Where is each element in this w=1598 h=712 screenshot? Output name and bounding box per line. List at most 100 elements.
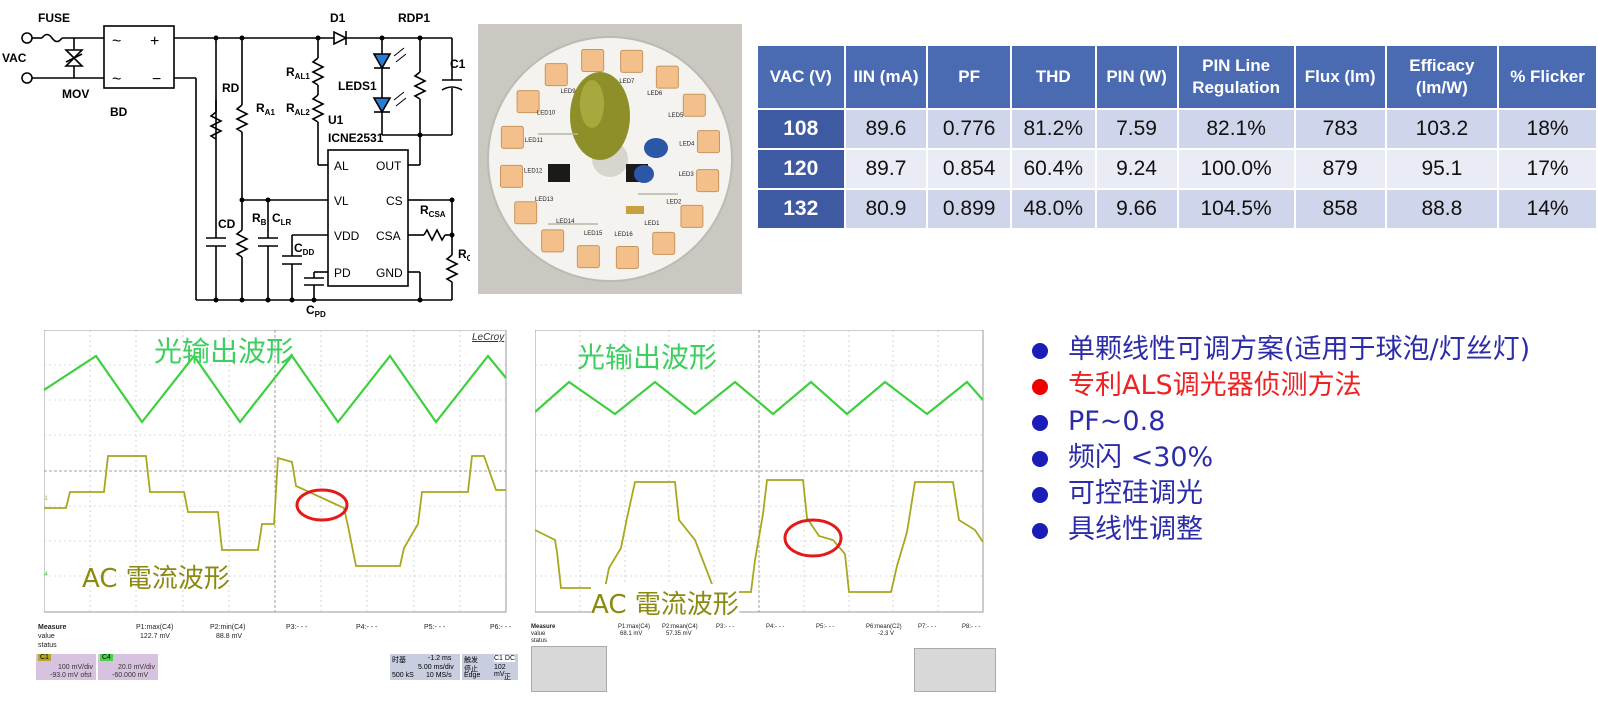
tb-offset: -1.2 ms bbox=[428, 655, 452, 662]
bullet-dot-icon bbox=[1032, 451, 1048, 467]
bullet-text: 可控硅调光 bbox=[1068, 478, 1203, 509]
c4-chip: C4 20.0 mV/div -60.000 mV bbox=[98, 654, 158, 680]
list-item: 频闪 <30% bbox=[1030, 440, 1590, 476]
measure-p1-value: 122.7 mV bbox=[140, 633, 170, 640]
led-chip bbox=[500, 125, 524, 149]
table-row: 108 89.6 0.776 81.2% 7.59 82.1% 783 103.… bbox=[756, 108, 1598, 150]
oscilloscope-capture-2: 光输出波形 AC 電流波形 bbox=[534, 329, 995, 622]
measure-value-label-2: value bbox=[531, 631, 546, 637]
led-label: LED6 bbox=[647, 91, 663, 97]
trigger-chip: 触发 C1 DC 停止 102 mV Edge 正 bbox=[462, 654, 518, 681]
measure-p1: P1:max(C4) bbox=[136, 624, 174, 631]
label-rb: RB bbox=[252, 211, 267, 227]
th-pin: PIN (W) bbox=[1094, 44, 1179, 110]
led-label: LED12 bbox=[524, 169, 543, 175]
pin-cs: CS bbox=[386, 194, 403, 208]
led-chip bbox=[514, 201, 538, 225]
measure2-p1-value: 68.1 mV bbox=[620, 631, 643, 637]
c4-chip-name: C4 bbox=[100, 654, 113, 661]
led-label: LED4 bbox=[679, 141, 695, 147]
led-label: LED14 bbox=[556, 219, 575, 225]
label-u1: U1 bbox=[328, 113, 344, 127]
label-ic: ICNE2531 bbox=[328, 131, 384, 145]
measure-p3: P3:- - - bbox=[286, 624, 308, 631]
pin-gnd: GND bbox=[376, 266, 403, 280]
c1-chip: C1 100 mV/div -93.0 mV ofst bbox=[36, 654, 96, 680]
scope2-cursor-panel bbox=[914, 648, 996, 692]
list-item: 专利ALS调光器侦测方法 bbox=[1030, 368, 1590, 404]
trig-level: 102 mV bbox=[494, 664, 506, 678]
led-ring: LED8LED7LED6LED5LED4LED3LED2LED1LED16LED… bbox=[500, 49, 720, 269]
bullet-dot-icon bbox=[1032, 343, 1048, 359]
list-item: 具线性调整 bbox=[1030, 512, 1590, 548]
pin-pd: PD bbox=[334, 266, 351, 280]
led-chip bbox=[682, 93, 706, 117]
label-c1: C1 bbox=[450, 57, 466, 71]
led-label: LED2 bbox=[666, 200, 682, 206]
led-label: LED1 bbox=[644, 221, 660, 227]
list-item: PF~0.8 bbox=[1030, 404, 1590, 440]
led-chip bbox=[500, 164, 524, 188]
th-pin-reg: PIN Line Regulation bbox=[1176, 44, 1296, 110]
bullet-dot-icon bbox=[1032, 523, 1048, 539]
led-label: LED16 bbox=[614, 232, 633, 238]
cell: 9.24 bbox=[1094, 148, 1179, 190]
pin-vdd: VDD bbox=[334, 229, 360, 243]
trig-slope: 正 bbox=[504, 674, 511, 681]
led-chip bbox=[680, 204, 704, 228]
label-clr: CLR bbox=[272, 211, 292, 227]
cell: 7.59 bbox=[1094, 108, 1179, 150]
led-chip bbox=[620, 49, 644, 73]
bridge-plus: + bbox=[150, 33, 159, 50]
table-row: 132 80.9 0.899 48.0% 9.66 104.5% 858 88.… bbox=[756, 188, 1598, 230]
led-chip bbox=[615, 245, 639, 269]
bridge-ac1: ~ bbox=[112, 33, 121, 50]
table-header-row: VAC (V) IIN (mA) PF THD PIN (W) PIN Line… bbox=[756, 44, 1598, 110]
cell: 18% bbox=[1497, 108, 1598, 150]
label-rcsa: RCSA bbox=[420, 203, 446, 219]
th-flux: Flux (lm) bbox=[1293, 44, 1387, 110]
table-row: 120 89.7 0.854 60.4% 9.24 100.0% 879 95.… bbox=[756, 148, 1598, 190]
measure-value-label: value bbox=[38, 633, 55, 640]
cell: 879 bbox=[1293, 148, 1387, 190]
measure-status-label-2: status bbox=[531, 638, 548, 644]
measure2-p2: P2:mean(C4) bbox=[662, 624, 698, 630]
cell: 82.1% bbox=[1176, 108, 1296, 150]
led-chip bbox=[581, 49, 605, 73]
measure2-p2-value: 57.35 mV bbox=[666, 631, 692, 637]
tb-div: 5.00 ms/div bbox=[418, 664, 454, 671]
label-ral2: RAL2 bbox=[286, 101, 310, 117]
label-ra1: RA1 bbox=[256, 101, 275, 117]
measure-p2-value: 88.8 mV bbox=[216, 633, 243, 640]
cell: 89.6 bbox=[843, 108, 929, 150]
measure-p6: P6:- - - bbox=[490, 624, 512, 631]
bullet-text: 具线性调整 bbox=[1068, 514, 1203, 545]
th-vac: VAC (V) bbox=[756, 44, 846, 110]
bullet-dot-icon bbox=[1032, 379, 1048, 395]
c4-chip-line2: -60.000 mV bbox=[112, 672, 149, 679]
circuit-schematic: FUSE VAC MOV BD D1 RDP1 LEDS1 C1 RD RA1 … bbox=[2, 11, 470, 319]
trig-channel: C1 DC bbox=[494, 655, 516, 662]
tb-rate: 10 MS/s bbox=[426, 672, 452, 679]
th-thd: THD bbox=[1009, 44, 1097, 110]
label-bd: BD bbox=[110, 105, 128, 119]
label-cd: CD bbox=[218, 217, 236, 231]
timebase-chip: 时基 -1.2 ms 5.00 ms/div 500 kS 10 MS/s bbox=[390, 654, 460, 680]
bridge-ac2: ~ bbox=[112, 71, 121, 88]
led-board-photo: LED8LED7LED6LED5LED4LED3LED2LED1LED16LED… bbox=[478, 24, 742, 294]
led-label: LED3 bbox=[679, 172, 695, 178]
scope2-channel-panel bbox=[531, 646, 607, 692]
cell: 100.0% bbox=[1176, 148, 1296, 190]
cell: 81.2% bbox=[1009, 108, 1097, 150]
label-cdd: CDD bbox=[294, 241, 314, 257]
led-chip bbox=[696, 169, 720, 193]
led-label: LED13 bbox=[535, 197, 554, 203]
bridge-minus: − bbox=[152, 71, 161, 88]
cell: 0.776 bbox=[926, 108, 1012, 150]
list-item: 可控硅调光 bbox=[1030, 476, 1590, 512]
cell: 0.899 bbox=[926, 188, 1012, 230]
measure-status-label: status bbox=[38, 642, 57, 649]
th-pf: PF bbox=[926, 44, 1012, 110]
cell: 120 bbox=[756, 148, 846, 190]
tb-samples: 500 kS bbox=[392, 672, 414, 679]
